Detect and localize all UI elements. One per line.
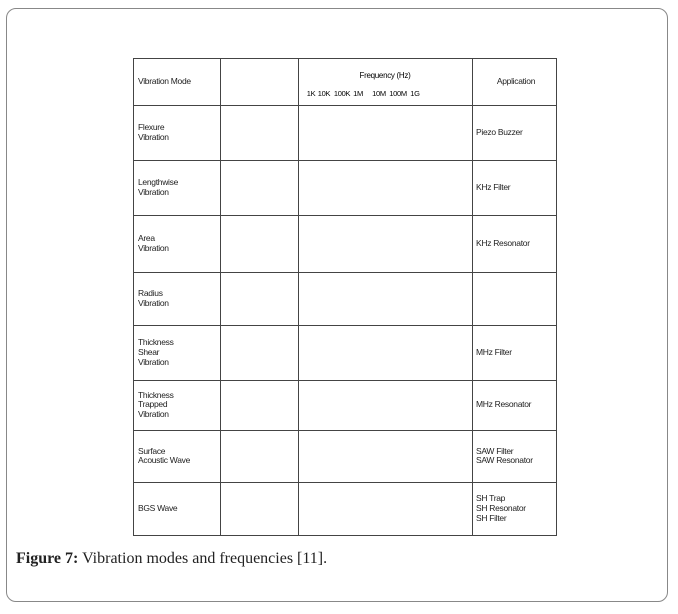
icon-cell bbox=[220, 104, 299, 161]
frequency-cell bbox=[298, 104, 473, 161]
table-row: Radius Vibration bbox=[133, 271, 557, 326]
header-cell: Frequency (Hz) 1K 10K 100K 1M 10M 100M 1G bbox=[298, 58, 473, 106]
icon-cell bbox=[220, 159, 299, 216]
application-cell: SH Trap SH Resonator SH Filter bbox=[472, 481, 557, 536]
caption-label: Figure 7: bbox=[16, 550, 79, 567]
mode-cell: Thickness Shear Vibration bbox=[133, 324, 221, 381]
mode-cell: Thickness Trapped Vibration bbox=[133, 379, 221, 431]
table-row: Surface Acoustic Wave SAW Filter SAW Reso… bbox=[133, 429, 557, 483]
frequency-cell bbox=[298, 159, 473, 216]
frequency-label: 100K bbox=[334, 89, 351, 98]
frequency-label: 10M bbox=[372, 89, 386, 98]
table-row: Area Vibration KHz Resonator bbox=[133, 214, 557, 273]
table-row: Flexure Vibration Piezo Buzzer bbox=[133, 104, 557, 161]
icon-cell bbox=[220, 324, 299, 381]
table-row: Thickness Shear Vibration MHz Filter bbox=[133, 324, 557, 381]
application-cell: KHz Resonator bbox=[472, 214, 557, 273]
vibration-table: Vibration Mode Frequency (Hz) 1K 10K 100K 1… bbox=[133, 58, 557, 536]
frequency-cell bbox=[298, 271, 473, 326]
frequency-cell bbox=[298, 214, 473, 273]
frequency-label: 1G bbox=[410, 89, 420, 98]
mode-cell: Lengthwise Vibration bbox=[133, 159, 221, 216]
frequency-label: 1K bbox=[307, 89, 316, 98]
mode-cell: BGS Wave bbox=[133, 481, 221, 536]
frequency-cell bbox=[298, 379, 473, 431]
application-cell bbox=[472, 271, 557, 326]
table-row: Thickness Trapped Vibration MHz Resonator bbox=[133, 379, 557, 431]
frequency-cell bbox=[298, 429, 473, 483]
header-cell: Vibration Mode bbox=[133, 58, 221, 106]
application-cell: MHz Resonator bbox=[472, 379, 557, 431]
application-cell: MHz Filter bbox=[472, 324, 557, 381]
mode-cell: Flexure Vibration bbox=[133, 104, 221, 161]
mode-cell: Radius Vibration bbox=[133, 271, 221, 326]
table-row: BGS Wave SH Trap SH Resonator SH Filter bbox=[133, 481, 557, 536]
application-cell: KHz Filter bbox=[472, 159, 557, 216]
caption: Figure 7: Vibration modes and frequencie… bbox=[16, 550, 327, 568]
icon-cell bbox=[220, 214, 299, 273]
header-cell: Application bbox=[472, 58, 557, 106]
icon-cell bbox=[220, 271, 299, 326]
frequency-cell bbox=[298, 324, 473, 381]
frequency-label: 10K bbox=[318, 89, 331, 98]
mode-cell: Surface Acoustic Wave bbox=[133, 429, 221, 483]
frequency-label: 100M bbox=[389, 89, 407, 98]
mode-cell: Area Vibration bbox=[133, 214, 221, 273]
table-row: Lengthwise Vibration KHz Filter bbox=[133, 159, 557, 216]
frequency-label: 1M bbox=[353, 89, 363, 98]
frequency-header: Frequency (Hz) 1K 10K 100K 1M 10M 100M 1G bbox=[307, 71, 421, 98]
icon-cell bbox=[220, 379, 299, 431]
icon-cell bbox=[220, 481, 299, 536]
header-cell bbox=[220, 58, 299, 106]
application-cell: SAW Filter SAW Resonator bbox=[472, 429, 557, 483]
figure-frame bbox=[6, 8, 668, 602]
application-cell: Piezo Buzzer bbox=[472, 104, 557, 161]
header-text: Frequency (Hz) bbox=[360, 71, 412, 80]
header-row: Vibration Mode Frequency (Hz) 1K 10K 100K 1… bbox=[133, 58, 557, 106]
icon-cell bbox=[220, 429, 299, 483]
frequency-cell bbox=[298, 481, 473, 536]
caption-text: Vibration modes and frequencies [11]. bbox=[82, 550, 328, 567]
